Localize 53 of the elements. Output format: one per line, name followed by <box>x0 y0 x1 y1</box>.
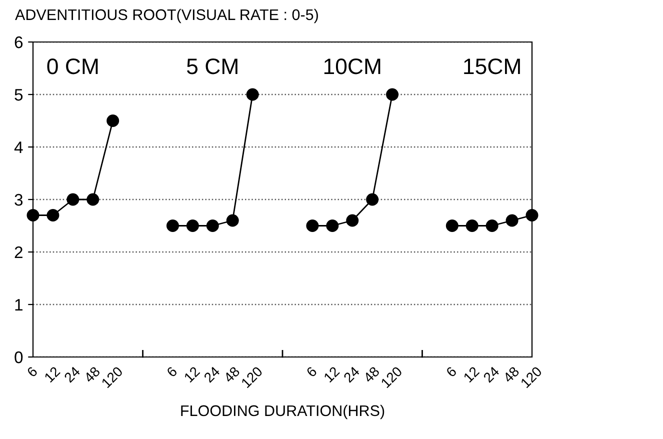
x-tick-label: 48 <box>502 366 520 384</box>
y-tick-label: 3 <box>14 194 23 206</box>
point <box>66 193 80 206</box>
point <box>466 220 478 232</box>
x-tick-label: 6 <box>26 366 38 378</box>
point <box>86 193 100 206</box>
point <box>206 220 219 232</box>
x-tick-label: 48 <box>362 366 380 384</box>
y-tick-label: 4 <box>14 142 23 154</box>
point <box>446 220 458 232</box>
point <box>326 220 339 232</box>
point <box>46 209 60 222</box>
annotation: 5 CM <box>186 58 238 74</box>
point <box>306 220 319 232</box>
point <box>526 209 538 222</box>
x-tick-label: 24 <box>64 366 81 383</box>
x-tick-label: 24 <box>482 366 500 383</box>
point <box>166 220 179 232</box>
x-tick-label: 48 <box>223 366 240 384</box>
x-tick-label: 12 <box>323 366 340 383</box>
point <box>106 114 120 127</box>
x-tick-label: 120 <box>101 366 124 388</box>
annotation: 15CM <box>464 58 520 74</box>
y-tick-label: 5 <box>14 89 23 101</box>
x-tick-label: 6 <box>306 366 318 378</box>
point <box>386 88 399 101</box>
point <box>506 214 518 227</box>
y-tick-label: 6 <box>14 36 23 48</box>
annotation: 0 CM <box>47 58 98 74</box>
x-axis-title: FLOODING DURATION(HRS) <box>181 404 384 420</box>
x-tick-label: 120 <box>240 366 264 388</box>
y-tick-label: 0 <box>14 351 23 364</box>
x-tick-label: 12 <box>44 366 60 383</box>
point <box>246 88 259 101</box>
x-tick-label: 120 <box>520 366 542 388</box>
point <box>226 214 239 227</box>
x-tick-label: 24 <box>203 366 220 383</box>
x-tick-label: 48 <box>83 366 101 384</box>
y-tick-label: 2 <box>14 246 22 258</box>
x-tick-label: 120 <box>380 366 403 388</box>
point <box>366 193 379 206</box>
x-tick-label: 12 <box>184 366 200 383</box>
point <box>26 209 40 222</box>
x-tick-label: 6 <box>446 366 458 378</box>
annotation: 10CM <box>324 58 380 74</box>
x-tick-label: 12 <box>463 366 480 383</box>
point <box>346 214 359 227</box>
x-tick-label: 6 <box>166 366 178 378</box>
point <box>186 220 199 232</box>
x-tick-label: 24 <box>343 366 360 383</box>
point <box>486 220 498 232</box>
y-axis-title: ADVENTITIOUS ROOT(VISUAL RATE : 0-5) <box>15 8 318 24</box>
y-tick-label: 1 <box>15 299 22 311</box>
